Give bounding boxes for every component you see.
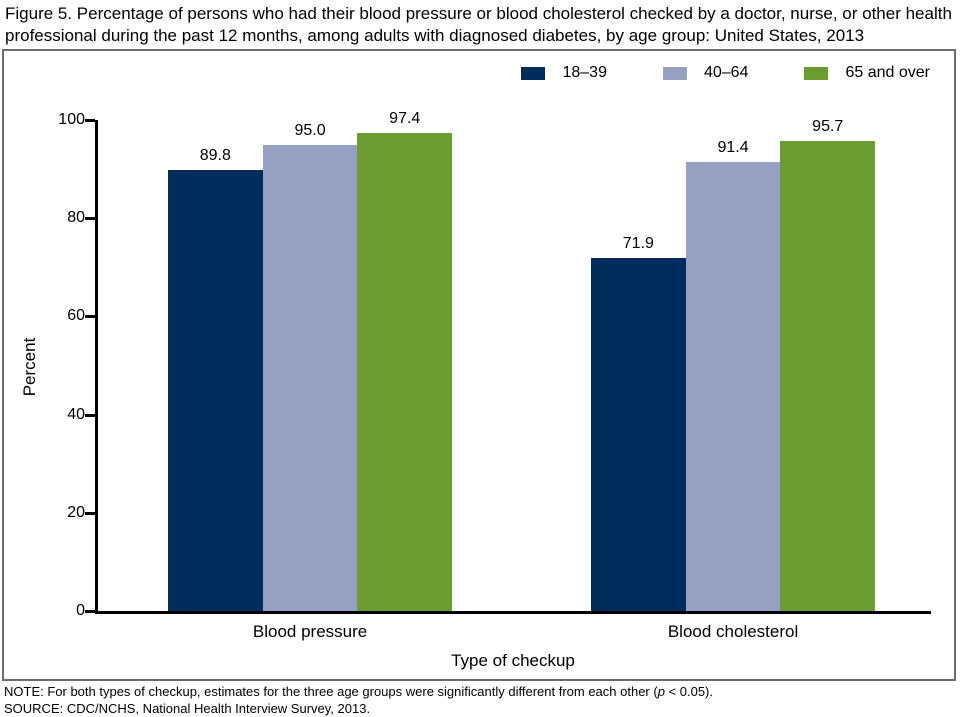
legend-label-18-39: 18–39 bbox=[562, 64, 607, 81]
bar-value-blood-pressure-18-39: 89.8 bbox=[199, 147, 231, 165]
bar-blood-cholesterol-18-39 bbox=[591, 257, 686, 611]
bar-value-blood-pressure-65-and-over: 97.4 bbox=[389, 109, 421, 127]
bar-blood-cholesterol-65-and-over bbox=[780, 141, 876, 611]
legend-label-65-and-over: 65 and over bbox=[845, 64, 930, 81]
y-axis-line bbox=[95, 120, 98, 614]
legend-item-65-and-over: 65 and over bbox=[804, 64, 930, 82]
bar-value-blood-cholesterol-18-39: 71.9 bbox=[622, 234, 654, 252]
bar-blood-cholesterol-40-64 bbox=[685, 162, 781, 611]
y-tick-label-60: 60 bbox=[67, 307, 85, 325]
y-tick-mark-20 bbox=[85, 511, 95, 515]
category-label-blood-pressure: Blood pressure bbox=[252, 622, 368, 641]
y-tick-label-20: 20 bbox=[67, 503, 85, 521]
legend-swatch-18-39 bbox=[521, 66, 546, 80]
note-line: NOTE: For both types of checkup, estimat… bbox=[4, 684, 713, 701]
legend-label-40-64: 40–64 bbox=[703, 64, 749, 81]
note-text-start: NOTE: For both types of checkup, estimat… bbox=[4, 684, 658, 699]
category-label-blood-cholesterol: Blood cholesterol bbox=[667, 622, 799, 641]
y-tick-label-40: 40 bbox=[67, 405, 85, 423]
legend: 18–39 40–64 65 and over bbox=[521, 64, 930, 82]
legend-item-40-64: 40–64 bbox=[662, 64, 749, 82]
source-line: SOURCE: CDC/NCHS, National Health Interv… bbox=[4, 700, 371, 716]
bar-blood-pressure-65-and-over bbox=[357, 132, 453, 611]
bar-value-blood-pressure-40-64: 95.0 bbox=[294, 121, 326, 139]
legend-swatch-40-64 bbox=[662, 66, 687, 80]
legend-swatch-65-and-over bbox=[804, 66, 829, 80]
y-tick-label-80: 80 bbox=[67, 209, 85, 227]
chart-panel: 18–39 40–64 65 and over 0 20 40 60 80 100 Perce… bbox=[2, 49, 956, 681]
bar-value-blood-cholesterol-40-64: 91.4 bbox=[717, 139, 749, 157]
y-axis-title: Percent bbox=[20, 337, 39, 397]
y-tick-mark-60 bbox=[85, 315, 95, 319]
footnotes: NOTE: For both types of checkup, estimat… bbox=[4, 684, 713, 717]
legend-item-18-39: 18–39 bbox=[521, 64, 607, 82]
x-axis-title: Type of checkup bbox=[451, 651, 575, 670]
x-axis-line bbox=[95, 611, 931, 614]
y-tick-mark-100 bbox=[85, 119, 95, 122]
note-text-end: < 0.05). bbox=[664, 684, 713, 699]
bar-value-blood-cholesterol-65-and-over: 95.7 bbox=[812, 118, 844, 136]
y-tick-label-0: 0 bbox=[76, 602, 85, 619]
bar-blood-pressure-18-39 bbox=[168, 170, 263, 611]
figure-title: Figure 5. Percentage of persons who had … bbox=[5, 4, 952, 45]
y-tick-label-100: 100 bbox=[58, 111, 85, 128]
note-p-italic: p bbox=[657, 684, 665, 699]
bar-blood-pressure-40-64 bbox=[262, 144, 358, 611]
y-tick-mark-40 bbox=[85, 413, 95, 417]
y-tick-mark-0 bbox=[85, 610, 95, 613]
y-tick-mark-80 bbox=[85, 217, 95, 221]
